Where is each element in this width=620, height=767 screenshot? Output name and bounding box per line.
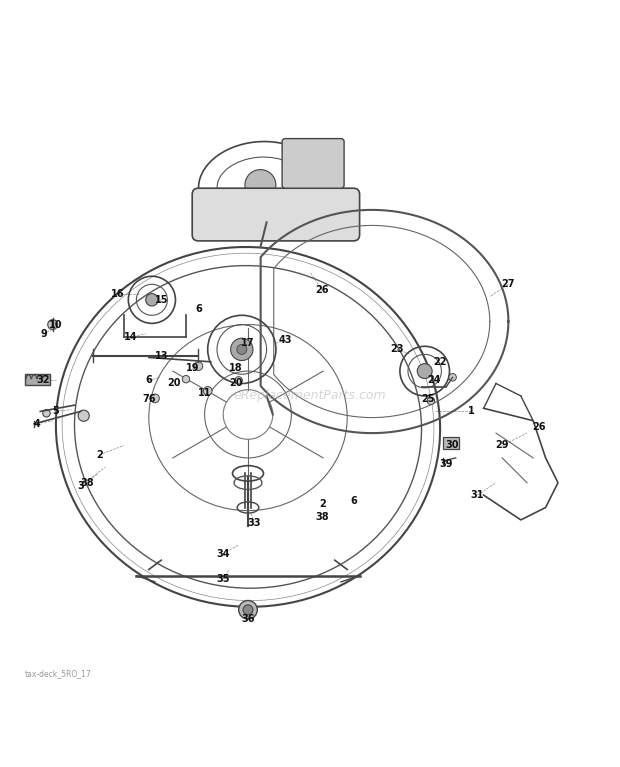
Circle shape <box>449 374 456 381</box>
Text: 11: 11 <box>198 388 211 398</box>
Text: 26: 26 <box>316 285 329 295</box>
Text: 6: 6 <box>146 375 152 385</box>
Text: 22: 22 <box>433 357 447 367</box>
Circle shape <box>151 394 159 403</box>
Text: 5: 5 <box>53 407 59 416</box>
Text: 9: 9 <box>40 329 46 339</box>
Text: 16: 16 <box>111 288 125 298</box>
Circle shape <box>48 320 58 330</box>
Text: 38: 38 <box>316 512 329 522</box>
Text: 1: 1 <box>468 407 474 416</box>
Text: 25: 25 <box>421 394 435 404</box>
Text: 76: 76 <box>142 394 156 404</box>
Text: 36: 36 <box>241 614 255 624</box>
Text: 2: 2 <box>319 499 326 509</box>
Circle shape <box>243 605 253 615</box>
Circle shape <box>239 601 257 619</box>
Circle shape <box>245 170 276 201</box>
Circle shape <box>146 294 158 306</box>
Text: 10: 10 <box>49 320 63 330</box>
Text: 38: 38 <box>80 478 94 488</box>
Text: 33: 33 <box>247 518 261 528</box>
Text: 18: 18 <box>229 363 242 373</box>
Text: tax-deck_5RO_17: tax-deck_5RO_17 <box>25 669 92 678</box>
FancyBboxPatch shape <box>282 139 344 188</box>
Text: 14: 14 <box>123 332 137 342</box>
Text: 15: 15 <box>154 295 168 304</box>
Circle shape <box>417 364 432 379</box>
Circle shape <box>427 397 435 404</box>
Circle shape <box>194 362 203 370</box>
Text: 43: 43 <box>278 335 292 345</box>
FancyBboxPatch shape <box>192 188 360 241</box>
Text: 23: 23 <box>390 344 404 354</box>
Text: 32: 32 <box>37 375 50 385</box>
Text: 24: 24 <box>427 375 441 385</box>
Text: 29: 29 <box>495 440 509 450</box>
Circle shape <box>203 387 212 395</box>
Bar <box>443 437 459 449</box>
Text: 6: 6 <box>350 496 356 506</box>
Text: 3: 3 <box>78 481 84 491</box>
Text: 13: 13 <box>154 351 168 360</box>
Text: 4: 4 <box>34 419 40 429</box>
Text: 35: 35 <box>216 574 230 584</box>
Text: 27: 27 <box>502 279 515 289</box>
Text: 6: 6 <box>195 304 202 314</box>
Text: 20: 20 <box>229 378 242 389</box>
Circle shape <box>43 410 50 417</box>
Text: eReplacementParts.com: eReplacementParts.com <box>234 390 386 403</box>
Text: 2: 2 <box>96 449 102 459</box>
Text: 19: 19 <box>185 363 199 373</box>
Text: 30: 30 <box>446 440 459 450</box>
Bar <box>25 374 50 385</box>
Text: 39: 39 <box>440 459 453 469</box>
Text: 20: 20 <box>167 378 180 389</box>
Text: 17: 17 <box>241 338 255 348</box>
Circle shape <box>78 410 89 421</box>
Text: 26: 26 <box>533 422 546 432</box>
Circle shape <box>235 377 242 384</box>
Circle shape <box>237 344 247 354</box>
Text: 31: 31 <box>471 490 484 500</box>
Circle shape <box>182 375 190 383</box>
Circle shape <box>231 338 253 360</box>
Text: 34: 34 <box>216 549 230 559</box>
